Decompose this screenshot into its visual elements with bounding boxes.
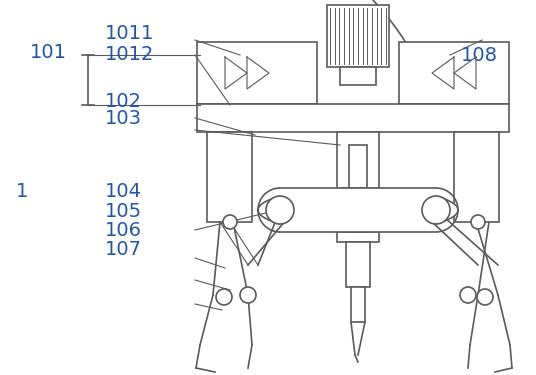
Text: 1: 1 (16, 182, 28, 201)
Circle shape (471, 215, 485, 229)
Bar (340, 67, 376, 85)
Bar (327, 5, 389, 67)
Bar (280, 188, 436, 232)
Bar (399, 42, 509, 104)
Text: 108: 108 (461, 46, 498, 65)
Bar (349, 145, 367, 190)
Text: 102: 102 (105, 92, 142, 111)
Ellipse shape (258, 188, 458, 232)
Circle shape (216, 289, 232, 305)
Bar (197, 42, 317, 104)
Text: 1011: 1011 (105, 24, 154, 43)
Bar (207, 132, 252, 222)
Circle shape (477, 289, 493, 305)
Text: 105: 105 (105, 202, 142, 221)
Text: 104: 104 (105, 182, 142, 201)
Circle shape (422, 196, 450, 224)
Text: 103: 103 (105, 109, 142, 128)
Bar (337, 132, 379, 242)
Bar (454, 132, 499, 222)
Circle shape (460, 287, 476, 303)
Bar (351, 287, 365, 322)
Circle shape (266, 196, 294, 224)
Circle shape (240, 287, 256, 303)
Text: 107: 107 (105, 240, 142, 259)
Circle shape (223, 215, 237, 229)
Text: 1012: 1012 (105, 45, 154, 64)
Text: 106: 106 (105, 221, 142, 240)
Text: 101: 101 (29, 43, 66, 62)
Bar (346, 242, 370, 287)
Bar (197, 104, 509, 132)
